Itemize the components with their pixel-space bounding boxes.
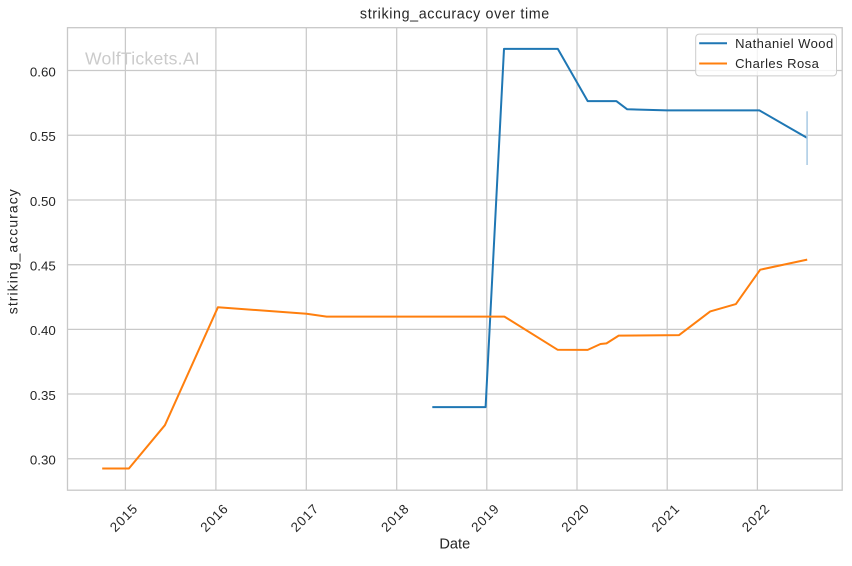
svg-text:0.55: 0.55 [30,129,56,144]
svg-text:Charles Rosa: Charles Rosa [735,56,819,71]
svg-text:0.50: 0.50 [30,194,56,209]
svg-text:2022: 2022 [739,501,773,535]
svg-text:Date: Date [439,537,470,553]
svg-text:2018: 2018 [378,501,412,535]
svg-text:2021: 2021 [649,501,683,535]
svg-text:2019: 2019 [468,501,502,535]
svg-text:2017: 2017 [288,501,322,535]
svg-text:2015: 2015 [107,501,141,535]
svg-text:0.60: 0.60 [30,64,56,79]
svg-text:WolfTickets.AI: WolfTickets.AI [85,49,200,69]
svg-text:0.30: 0.30 [30,453,56,468]
svg-text:0.45: 0.45 [30,259,56,274]
svg-text:2016: 2016 [197,501,231,535]
svg-text:Nathaniel Wood: Nathaniel Wood [735,36,834,51]
svg-text:striking_accuracy: striking_accuracy [5,188,21,314]
svg-text:striking_accuracy over time: striking_accuracy over time [360,7,550,23]
svg-text:0.35: 0.35 [30,388,56,403]
svg-text:0.40: 0.40 [30,323,56,338]
svg-text:2020: 2020 [558,501,592,535]
